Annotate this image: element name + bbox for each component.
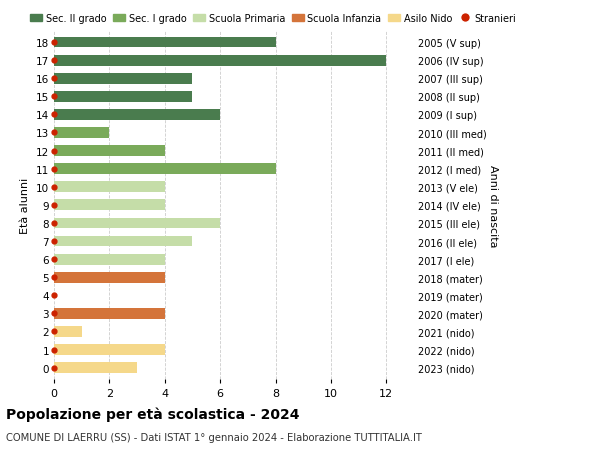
Y-axis label: Anni di nascita: Anni di nascita	[488, 164, 498, 246]
Bar	[54, 110, 220, 121]
Bar	[54, 92, 193, 102]
Y-axis label: Età alunni: Età alunni	[20, 177, 31, 234]
Bar	[54, 146, 165, 157]
Bar	[54, 272, 165, 283]
Bar	[54, 363, 137, 373]
Bar	[54, 236, 193, 247]
Bar	[54, 308, 165, 319]
Bar	[54, 56, 386, 67]
Bar	[54, 326, 82, 337]
Bar	[54, 128, 109, 139]
Bar	[54, 73, 193, 84]
Bar	[54, 182, 165, 193]
Bar	[54, 218, 220, 229]
Bar	[54, 164, 275, 175]
Legend: Sec. II grado, Sec. I grado, Scuola Primaria, Scuola Infanzia, Asilo Nido, Stran: Sec. II grado, Sec. I grado, Scuola Prim…	[30, 14, 516, 24]
Bar	[54, 38, 275, 48]
Text: Popolazione per età scolastica - 2024: Popolazione per età scolastica - 2024	[6, 406, 299, 421]
Bar	[54, 254, 165, 265]
Text: COMUNE DI LAERRU (SS) - Dati ISTAT 1° gennaio 2024 - Elaborazione TUTTITALIA.IT: COMUNE DI LAERRU (SS) - Dati ISTAT 1° ge…	[6, 432, 422, 442]
Bar	[54, 344, 165, 355]
Bar	[54, 200, 165, 211]
